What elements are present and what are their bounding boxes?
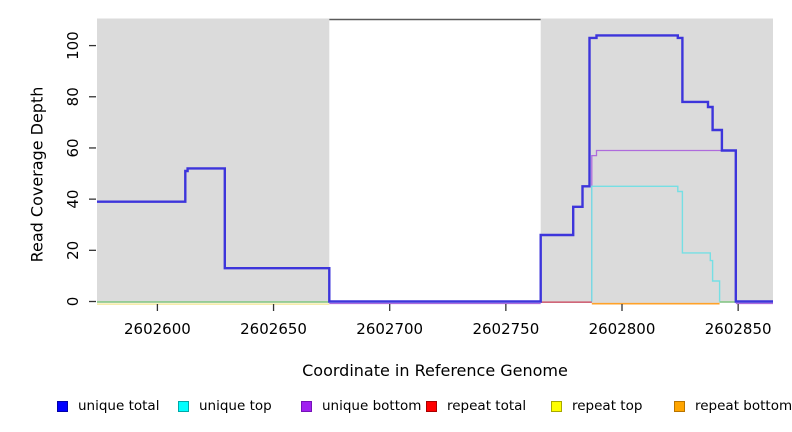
series-unique-top: [591, 185, 721, 302]
series-unique-total: [97, 34, 773, 303]
legend-label: unique bottom: [322, 398, 422, 414]
legend-label: repeat bottom: [695, 398, 792, 414]
legend-item-repeat-top: repeat top: [551, 396, 642, 416]
legend-item-unique-total: unique total: [57, 396, 159, 416]
baseline-series-layer: [97, 301, 773, 305]
legend-item-unique-bottom: unique bottom: [301, 396, 421, 416]
x-tick-label: 2602650: [240, 320, 307, 338]
legend-item-repeat-bottom: repeat bottom: [674, 396, 792, 416]
legend-label: unique total: [78, 398, 160, 414]
legend-swatch-unique-bottom: [301, 400, 312, 412]
legend-item-unique-top: unique top: [178, 396, 272, 416]
y-tick-label: 60: [64, 138, 82, 157]
right-shaded-region: [540, 18, 773, 303]
y-tick-label: 40: [64, 190, 82, 209]
legend-label: repeat total: [447, 398, 527, 414]
legend-swatch-repeat-top: [551, 400, 562, 412]
y-tick-label: 80: [64, 87, 82, 106]
data-series-layer: [97, 34, 773, 303]
chart-legend: unique total unique top unique bottom repea…: [0, 396, 792, 420]
y-tick-label: 0: [64, 297, 82, 307]
x-axis-title: Coordinate in Reference Genome: [302, 361, 568, 380]
legend-item-repeat-total: repeat total: [426, 396, 526, 416]
y-tick-label: 100: [64, 31, 82, 60]
y-tick-label: 20: [64, 241, 82, 260]
legend-swatch-repeat-total: [426, 400, 437, 412]
axes-layer: 2602600 2602650 2602700 2602750 2602800 26028…: [64, 31, 772, 338]
left-shaded-region: [97, 18, 330, 303]
legend-swatch-unique-top: [178, 400, 189, 412]
legend-label: repeat top: [572, 398, 643, 414]
x-tick-label: 2602850: [705, 320, 772, 338]
y-axis-title: Read Coverage Depth: [27, 86, 47, 263]
x-tick-label: 2602800: [589, 320, 656, 338]
legend-swatch-unique-total: [57, 400, 68, 412]
legend-swatch-repeat-bottom: [674, 400, 685, 412]
x-tick-label: 2602700: [356, 320, 423, 338]
legend-label: unique top: [199, 398, 272, 414]
shaded-regions-layer: [97, 18, 773, 303]
x-tick-label: 2602600: [124, 320, 191, 338]
x-tick-label: 2602750: [472, 320, 539, 338]
